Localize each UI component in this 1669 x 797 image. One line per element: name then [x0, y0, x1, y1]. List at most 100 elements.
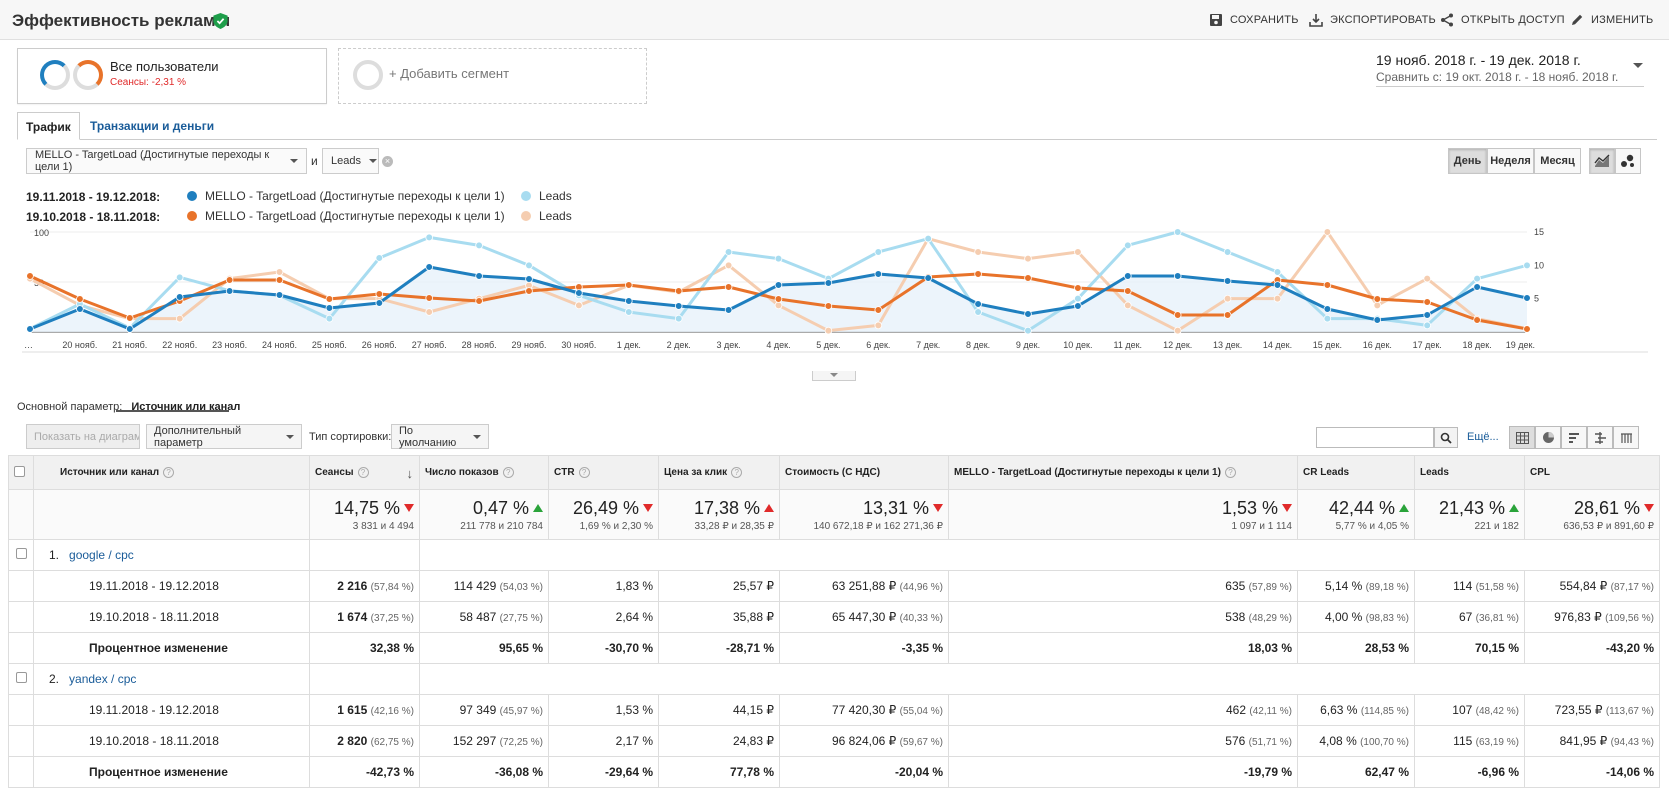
series-point[interactable] [774, 295, 783, 303]
series-point[interactable] [1273, 268, 1282, 276]
secondary-dimension-select[interactable]: Дополнительный параметр [146, 424, 302, 449]
series-point[interactable] [924, 274, 932, 282]
legend-series-1[interactable]: MELLO - TargetLoad (Достигнутые переходы… [187, 189, 505, 203]
series-point[interactable] [1323, 281, 1332, 289]
series-point[interactable] [1223, 294, 1232, 303]
help-icon[interactable]: ? [578, 467, 590, 478]
period-week-button[interactable]: Неделя [1487, 148, 1534, 174]
tab-transactions[interactable]: Транзакции и деньги [90, 119, 215, 133]
series-point[interactable] [974, 248, 982, 256]
series-point[interactable] [874, 270, 883, 278]
series-point[interactable] [624, 297, 633, 305]
series-point[interactable] [1223, 277, 1232, 285]
comparison-view-button[interactable] [1587, 426, 1613, 449]
help-icon[interactable]: ? [731, 467, 743, 478]
group-source-link[interactable]: yandex / cpc [69, 672, 137, 686]
series-point[interactable] [475, 272, 483, 280]
series-point[interactable] [924, 234, 932, 243]
series-point[interactable] [774, 254, 783, 263]
series-point[interactable] [1423, 321, 1431, 330]
series-point[interactable] [525, 287, 533, 295]
series-point[interactable] [1074, 284, 1082, 292]
series-point[interactable] [1373, 301, 1382, 310]
series-point[interactable] [76, 295, 84, 303]
help-icon[interactable]: ? [1224, 467, 1236, 478]
performance-view-button[interactable] [1561, 426, 1587, 449]
series-point[interactable] [425, 263, 434, 271]
series-point[interactable] [325, 314, 334, 323]
chevron-down-icon[interactable] [1633, 63, 1643, 68]
series-point[interactable] [824, 302, 833, 310]
series-point[interactable] [1373, 295, 1382, 303]
series-point[interactable] [275, 276, 284, 284]
series-point[interactable] [325, 295, 334, 303]
series-point[interactable] [1323, 305, 1332, 313]
help-icon[interactable]: ? [163, 467, 175, 478]
series-point[interactable] [1124, 272, 1132, 280]
series-point[interactable] [26, 325, 34, 333]
series-point[interactable] [1473, 283, 1481, 291]
series-point[interactable] [175, 273, 184, 282]
more-options-link[interactable]: Ещё... [1467, 431, 1499, 443]
series-point[interactable] [275, 291, 284, 299]
series-point[interactable] [1074, 248, 1082, 256]
select-all-cell[interactable] [8, 455, 34, 490]
series-point[interactable] [1323, 314, 1332, 323]
series-point[interactable] [1473, 316, 1481, 324]
search-button[interactable] [1434, 427, 1458, 448]
add-segment-button[interactable]: + Добавить сегмент [338, 48, 647, 104]
series-point[interactable] [1124, 301, 1132, 310]
series-point[interactable] [1273, 294, 1282, 303]
date-range-picker[interactable]: 19 нояб. 2018 г. - 19 дек. 2018 г. Сравн… [1376, 52, 1646, 87]
series-point[interactable] [1223, 248, 1232, 256]
period-day-button[interactable]: День [1448, 148, 1487, 174]
motion-chart-view-button[interactable] [1615, 148, 1641, 174]
table-search-input[interactable] [1316, 427, 1434, 448]
series-point[interactable] [1024, 326, 1032, 335]
line-chart-view-button[interactable] [1589, 148, 1615, 174]
series-point[interactable] [724, 261, 733, 270]
series-point[interactable] [375, 290, 384, 298]
col-impressions[interactable]: Число показов? [419, 455, 549, 490]
series-point[interactable] [974, 300, 982, 308]
col-goal1[interactable]: MELLO - TargetLoad (Достигнутые переходы… [948, 455, 1298, 490]
series-point[interactable] [375, 254, 384, 262]
series-point[interactable] [1173, 272, 1182, 280]
series-point[interactable] [1074, 302, 1082, 310]
series-point[interactable] [1223, 311, 1232, 319]
series-point[interactable] [624, 281, 633, 289]
series-point[interactable] [974, 270, 982, 278]
series-point[interactable] [425, 233, 434, 242]
series-point[interactable] [1124, 287, 1132, 295]
series-point[interactable] [724, 248, 733, 256]
series-point[interactable] [1273, 281, 1282, 289]
series-point[interactable] [225, 276, 234, 284]
series-point[interactable] [874, 306, 883, 314]
export-button[interactable]: ЭКСПОРТИРОВАТЬ [1309, 13, 1436, 27]
remove-metric-icon[interactable]: × [382, 156, 393, 167]
help-icon[interactable]: ? [357, 467, 369, 478]
show-on-chart-button[interactable]: Показать на диаграмме [26, 424, 140, 449]
series-point[interactable] [525, 275, 533, 283]
series-point[interactable] [175, 314, 184, 323]
group-source-link[interactable]: google / cpc [69, 548, 134, 562]
segment-all-users[interactable]: Все пользователи Сеансы: -2,31 % [17, 48, 327, 104]
save-button[interactable]: СОХРАНИТЬ [1209, 13, 1299, 27]
help-icon[interactable]: ? [502, 467, 514, 478]
col-cr-leads[interactable]: CR Leads [1297, 455, 1415, 490]
select-all-checkbox[interactable] [14, 465, 25, 477]
metric1-select[interactable]: MELLO - TargetLoad (Достигнутые переходы… [26, 148, 307, 174]
col-sessions[interactable]: Сеансы? ↓ [309, 455, 420, 490]
series-point[interactable] [425, 294, 434, 302]
series-point[interactable] [874, 248, 883, 256]
series-point[interactable] [824, 279, 833, 287]
col-cpl[interactable]: CPL [1524, 455, 1660, 490]
series-point[interactable] [974, 308, 982, 316]
series-point[interactable] [674, 314, 683, 323]
pivot-view-button[interactable] [1613, 426, 1639, 449]
col-leads[interactable]: Leads [1414, 455, 1525, 490]
row-select-cell[interactable] [8, 539, 34, 571]
legend-series-2[interactable]: Leads [521, 189, 572, 203]
col-source[interactable]: Источник или канал? [33, 455, 310, 490]
